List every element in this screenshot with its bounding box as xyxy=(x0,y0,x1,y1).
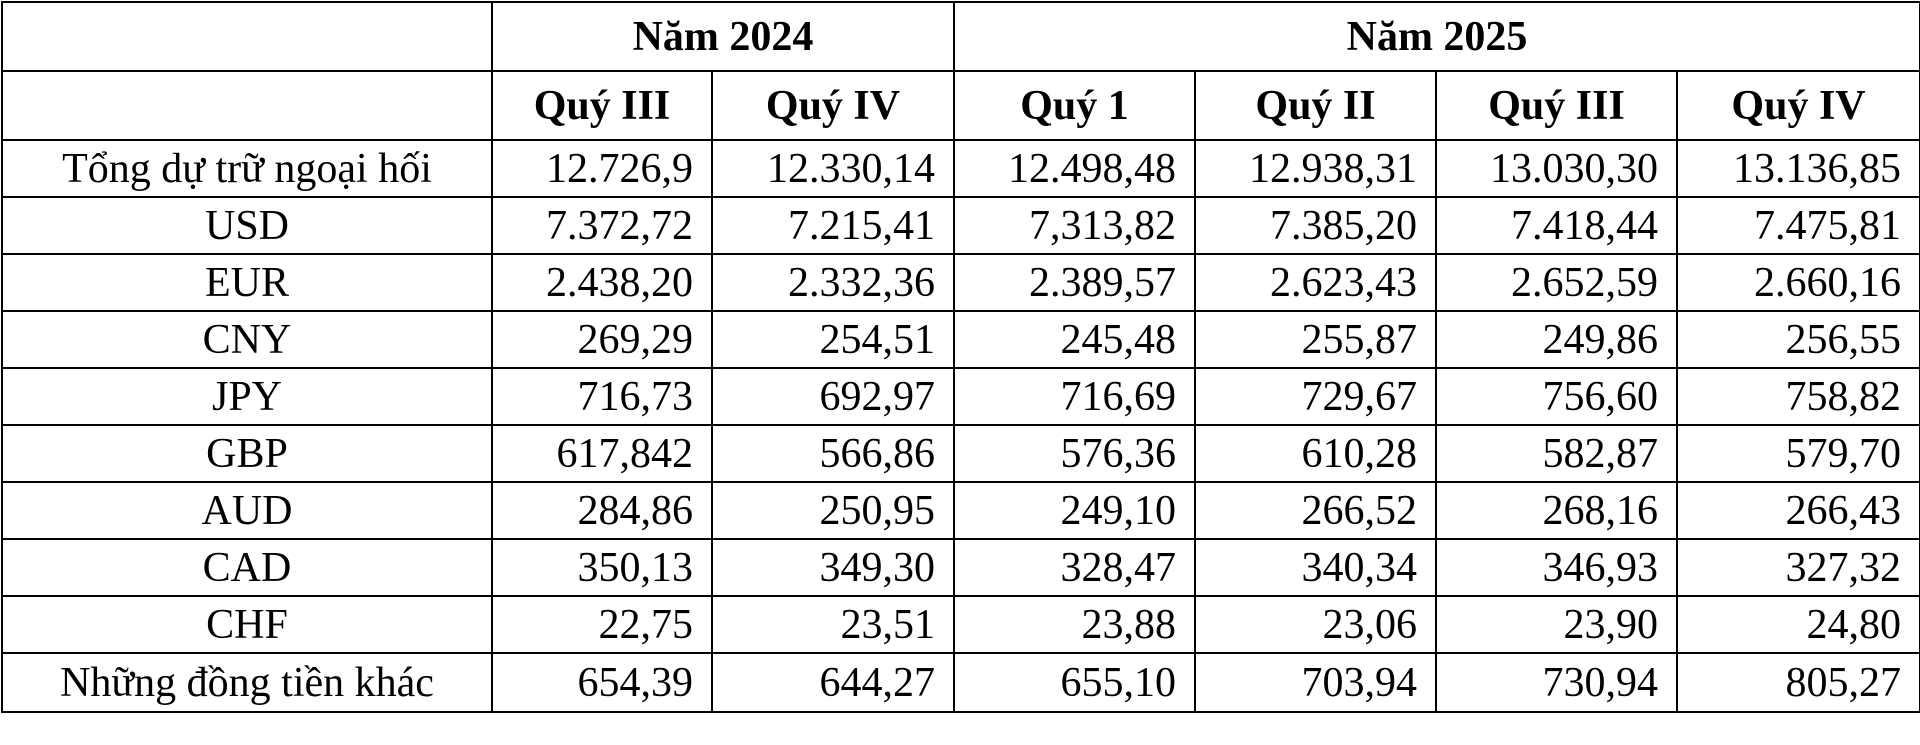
quarter-header-row: Quý III Quý IV Quý 1 Quý II Quý III Quý … xyxy=(1,70,1920,141)
value-cell: 284,86 xyxy=(491,481,713,540)
value-cell: 7.418,44 xyxy=(1435,196,1679,255)
table-row: Tổng dự trữ ngoại hối 12.726,9 12.330,14 12… xyxy=(1,139,1920,198)
corner-cell-2 xyxy=(1,70,493,141)
value-cell: 805,27 xyxy=(1676,652,1920,713)
value-cell: 268,16 xyxy=(1435,481,1679,540)
quarter-header: Quý 1 xyxy=(953,70,1197,141)
value-cell: 350,13 xyxy=(491,538,713,597)
year-header-2025: Năm 2025 xyxy=(953,1,1920,72)
value-cell: 758,82 xyxy=(1676,367,1920,426)
quarter-header: Quý III xyxy=(1435,70,1679,141)
value-cell: 2.623,43 xyxy=(1194,253,1438,312)
value-cell: 617,842 xyxy=(491,424,713,483)
year-header-row: Năm 2024 Năm 2025 xyxy=(1,1,1920,72)
value-cell: 12.938,31 xyxy=(1194,139,1438,198)
value-cell: 346,93 xyxy=(1435,538,1679,597)
value-cell: 730,94 xyxy=(1435,652,1679,713)
row-label: JPY xyxy=(1,367,493,426)
value-cell: 644,27 xyxy=(710,652,956,713)
value-cell: 349,30 xyxy=(710,538,956,597)
table-row: JPY 716,73 692,97 716,69 729,67 756,60 758,82 xyxy=(1,367,1920,426)
quarter-header: Quý IV xyxy=(710,70,956,141)
value-cell: 23,51 xyxy=(710,595,956,654)
quarter-header: Quý II xyxy=(1194,70,1438,141)
forex-reserves-table: Năm 2024 Năm 2025 Quý III Quý IV Quý 1 Q… xyxy=(1,1,1920,713)
value-cell: 2.438,20 xyxy=(491,253,713,312)
value-cell: 266,52 xyxy=(1194,481,1438,540)
value-cell: 7.372,72 xyxy=(491,196,713,255)
value-cell: 255,87 xyxy=(1194,310,1438,369)
row-label: CAD xyxy=(1,538,493,597)
table-row: AUD 284,86 250,95 249,10 266,52 268,16 266,43 xyxy=(1,481,1920,540)
value-cell: 7,313,82 xyxy=(953,196,1197,255)
row-label: CHF xyxy=(1,595,493,654)
row-label: CNY xyxy=(1,310,493,369)
value-cell: 703,94 xyxy=(1194,652,1438,713)
value-cell: 12.498,48 xyxy=(953,139,1197,198)
row-label: EUR xyxy=(1,253,493,312)
value-cell: 756,60 xyxy=(1435,367,1679,426)
table-row: Những đồng tiền khác 654,39 644,27 655,10 70… xyxy=(1,652,1920,713)
quarter-header: Quý III xyxy=(491,70,713,141)
value-cell: 692,97 xyxy=(710,367,956,426)
value-cell: 22,75 xyxy=(491,595,713,654)
row-label: AUD xyxy=(1,481,493,540)
value-cell: 23,90 xyxy=(1435,595,1679,654)
value-cell: 327,32 xyxy=(1676,538,1920,597)
value-cell: 245,48 xyxy=(953,310,1197,369)
row-label: Những đồng tiền khác xyxy=(1,652,493,713)
table-row: CAD 350,13 349,30 328,47 340,34 346,93 327,32 xyxy=(1,538,1920,597)
value-cell: 655,10 xyxy=(953,652,1197,713)
value-cell: 24,80 xyxy=(1676,595,1920,654)
table-body: Tổng dự trữ ngoại hối 12.726,9 12.330,14 12… xyxy=(1,139,1920,713)
value-cell: 566,86 xyxy=(710,424,956,483)
value-cell: 12.726,9 xyxy=(491,139,713,198)
value-cell: 2.660,16 xyxy=(1676,253,1920,312)
table-row: USD 7.372,72 7.215,41 7,313,82 7.385,20 7.418… xyxy=(1,196,1920,255)
value-cell: 266,43 xyxy=(1676,481,1920,540)
value-cell: 729,67 xyxy=(1194,367,1438,426)
value-cell: 269,29 xyxy=(491,310,713,369)
value-cell: 12.330,14 xyxy=(710,139,956,198)
table-row: EUR 2.438,20 2.332,36 2.389,57 2.623,43 2.652… xyxy=(1,253,1920,312)
value-cell: 13.136,85 xyxy=(1676,139,1920,198)
value-cell: 576,36 xyxy=(953,424,1197,483)
value-cell: 13.030,30 xyxy=(1435,139,1679,198)
value-cell: 23,06 xyxy=(1194,595,1438,654)
value-cell: 250,95 xyxy=(710,481,956,540)
value-cell: 249,10 xyxy=(953,481,1197,540)
value-cell: 328,47 xyxy=(953,538,1197,597)
value-cell: 716,73 xyxy=(491,367,713,426)
value-cell: 7.215,41 xyxy=(710,196,956,255)
value-cell: 654,39 xyxy=(491,652,713,713)
value-cell: 2.389,57 xyxy=(953,253,1197,312)
row-label: Tổng dự trữ ngoại hối xyxy=(1,139,493,198)
value-cell: 249,86 xyxy=(1435,310,1679,369)
value-cell: 2.332,36 xyxy=(710,253,956,312)
value-cell: 256,55 xyxy=(1676,310,1920,369)
value-cell: 7.475,81 xyxy=(1676,196,1920,255)
value-cell: 23,88 xyxy=(953,595,1197,654)
value-cell: 254,51 xyxy=(710,310,956,369)
table-row: CNY 269,29 254,51 245,48 255,87 249,86 256,55 xyxy=(1,310,1920,369)
corner-cell xyxy=(1,1,493,72)
table-row: CHF 22,75 23,51 23,88 23,06 23,90 24,80 xyxy=(1,595,1920,654)
value-cell: 610,28 xyxy=(1194,424,1438,483)
value-cell: 340,34 xyxy=(1194,538,1438,597)
value-cell: 579,70 xyxy=(1676,424,1920,483)
quarter-header: Quý IV xyxy=(1676,70,1920,141)
table-row: GBP 617,842 566,86 576,36 610,28 582,87 579,70 xyxy=(1,424,1920,483)
year-header-2024: Năm 2024 xyxy=(490,1,956,72)
row-label: USD xyxy=(1,196,493,255)
value-cell: 582,87 xyxy=(1435,424,1679,483)
value-cell: 7.385,20 xyxy=(1194,196,1438,255)
row-label: GBP xyxy=(1,424,493,483)
value-cell: 716,69 xyxy=(953,367,1197,426)
value-cell: 2.652,59 xyxy=(1435,253,1679,312)
